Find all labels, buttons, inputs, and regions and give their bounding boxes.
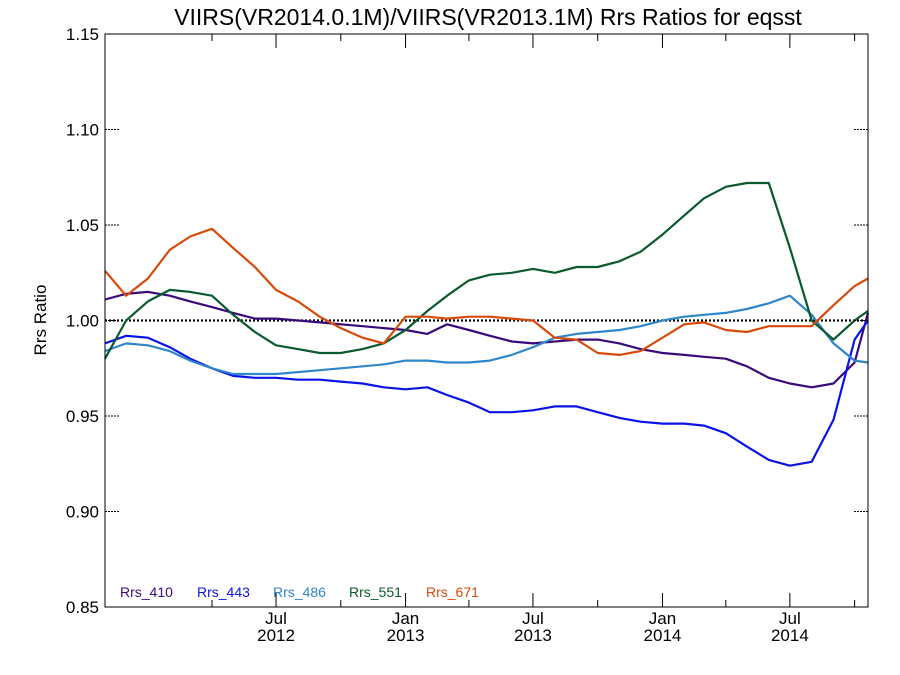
y-tick-label: 0.85 bbox=[66, 598, 99, 617]
x-tick-label: 2014 bbox=[771, 626, 809, 645]
y-tick-label: 0.90 bbox=[66, 503, 99, 522]
axes-layer: 0.850.900.951.001.051.101.15Jul2012Jan20… bbox=[66, 25, 869, 645]
legend-entry-rrs-486: Rrs_486 bbox=[273, 584, 326, 600]
y-tick-label: 1.10 bbox=[66, 121, 99, 140]
legend-entry-rrs-443: Rrs_443 bbox=[197, 584, 250, 600]
x-tick-label: 2012 bbox=[257, 626, 295, 645]
series-line-rrs-671 bbox=[104, 227, 869, 356]
y-tick-label: 0.95 bbox=[66, 407, 99, 426]
y-axis-label: Rrs Ratio bbox=[31, 285, 50, 356]
legend-entry-rrs-551: Rrs_551 bbox=[349, 584, 402, 600]
y-tick-label: 1.05 bbox=[66, 216, 99, 235]
x-tick-label: Jul bbox=[522, 609, 544, 628]
series-line-rrs-443 bbox=[104, 319, 869, 467]
legend: Rrs_410 Rrs_443 Rrs_486 Rrs_551 Rrs_671 bbox=[120, 584, 479, 600]
x-tick-label: Jul bbox=[265, 609, 287, 628]
x-tick-label: 2013 bbox=[387, 626, 425, 645]
series-line-rrs-486 bbox=[104, 294, 869, 376]
x-tick-label: Jul bbox=[779, 609, 801, 628]
x-tick-label: 2013 bbox=[514, 626, 552, 645]
legend-entry-rrs-410: Rrs_410 bbox=[120, 584, 173, 600]
series-line-rrs-551 bbox=[104, 181, 869, 360]
legend-entry-rrs-671: Rrs_671 bbox=[426, 584, 479, 600]
x-tick-label: Jan bbox=[649, 609, 676, 628]
x-tick-label: Jan bbox=[392, 609, 419, 628]
series-line-rrs-410 bbox=[104, 290, 870, 389]
chart-title: VIIRS(VR2014.0.1M)/VIIRS(VR2013.1M) Rrs … bbox=[174, 4, 802, 30]
x-tick-label: 2014 bbox=[644, 626, 682, 645]
series-layer bbox=[104, 181, 870, 467]
y-tick-label: 1.00 bbox=[66, 312, 99, 331]
y-tick-label: 1.15 bbox=[66, 25, 99, 44]
